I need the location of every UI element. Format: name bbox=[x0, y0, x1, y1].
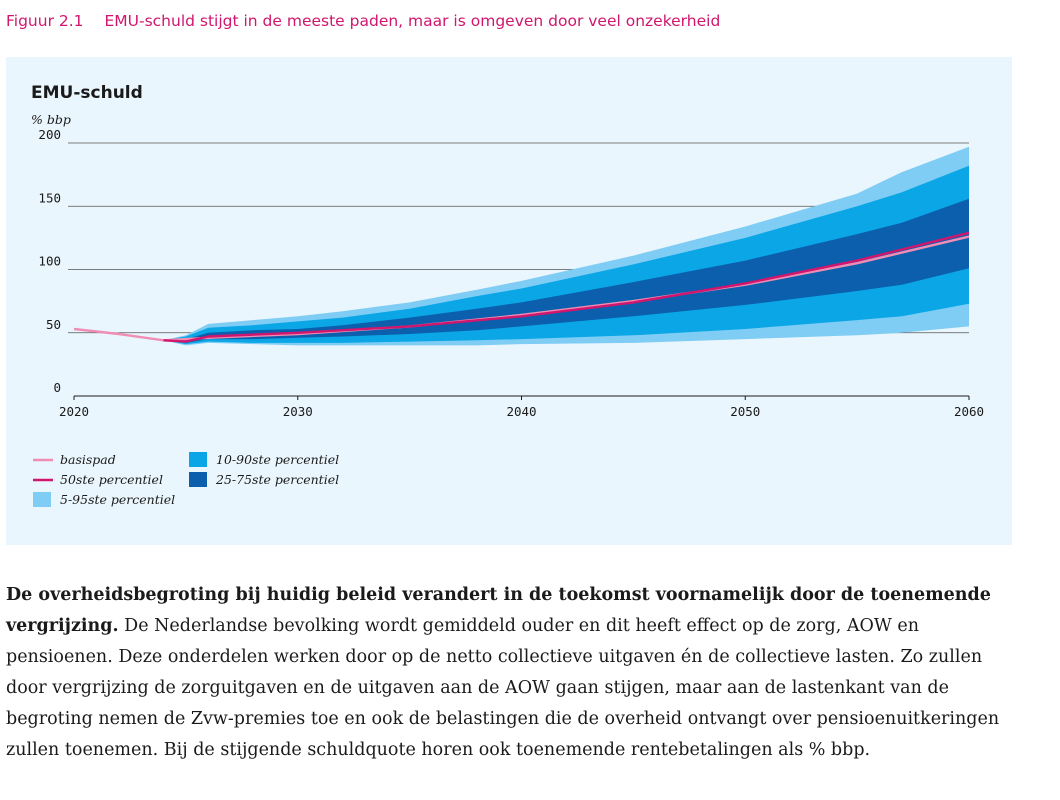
body-paragraph: De overheidsbegroting bij huidig beleid … bbox=[6, 580, 1016, 766]
legend-label-band_10_90: 10-90ste percentiel bbox=[216, 452, 339, 467]
legend-item-band_10_90: 10-90ste percentiel bbox=[189, 452, 339, 467]
x-tick-2030: 2030 bbox=[283, 404, 313, 419]
body-lead: De overheidsbegroting bij huidig beleid … bbox=[6, 585, 991, 636]
legend-item-band_25_75: 25-75ste percentiel bbox=[189, 472, 339, 487]
y-tick-200: 200 bbox=[38, 127, 61, 142]
x-axis: 2020 2030 2040 2050 2060 bbox=[59, 395, 984, 419]
figure-number: Figuur 2.1 bbox=[6, 12, 84, 30]
legend-item-p50: 50ste percentiel bbox=[33, 472, 163, 487]
chart-title: EMU-schuld bbox=[31, 83, 143, 103]
figure-caption: Figuur 2.1 EMU-schuld stijgt in de meest… bbox=[6, 12, 720, 30]
legend-item-basispad: basispad bbox=[33, 452, 116, 467]
line-50ste-percentiel bbox=[163, 231, 970, 343]
x-tick-2040: 2040 bbox=[506, 404, 536, 419]
body-text: De Nederlandse bevolking wordt gemiddeld… bbox=[6, 616, 1000, 760]
y-tick-0: 0 bbox=[53, 380, 61, 395]
x-tick-2060: 2060 bbox=[954, 404, 984, 419]
series-lines bbox=[73, 231, 970, 343]
legend-swatch-band_5_95 bbox=[33, 492, 51, 507]
y-tick-100: 100 bbox=[38, 254, 61, 269]
y-axis-unit: % bbp bbox=[31, 112, 71, 127]
percentile-bands bbox=[163, 146, 969, 346]
y-tick-labels: 0 50 100 150 200 bbox=[38, 127, 61, 395]
x-tick-2050: 2050 bbox=[730, 404, 760, 419]
legend-item-band_5_95: 5-95ste percentiel bbox=[33, 492, 175, 507]
legend-label-band_5_95: 5-95ste percentiel bbox=[60, 492, 175, 507]
y-tick-50: 50 bbox=[46, 317, 61, 332]
legend-label-basispad: basispad bbox=[60, 452, 116, 467]
y-tick-150: 150 bbox=[38, 190, 61, 205]
legend-swatch-band_10_90 bbox=[189, 452, 207, 467]
chart-panel: EMU-schuld % bbp 0 50 100 150 200 2020 2030 20… bbox=[6, 57, 1012, 545]
legend: basispad 50ste percentiel 5-95ste percenti… bbox=[33, 452, 339, 507]
legend-label-p50: 50ste percentiel bbox=[60, 472, 163, 487]
legend-label-band_25_75: 25-75ste percentiel bbox=[215, 472, 339, 487]
legend-swatch-band_25_75 bbox=[189, 472, 207, 487]
x-tick-2020: 2020 bbox=[59, 404, 89, 419]
figure-title: EMU-schuld stijgt in de meeste paden, ma… bbox=[104, 12, 721, 30]
